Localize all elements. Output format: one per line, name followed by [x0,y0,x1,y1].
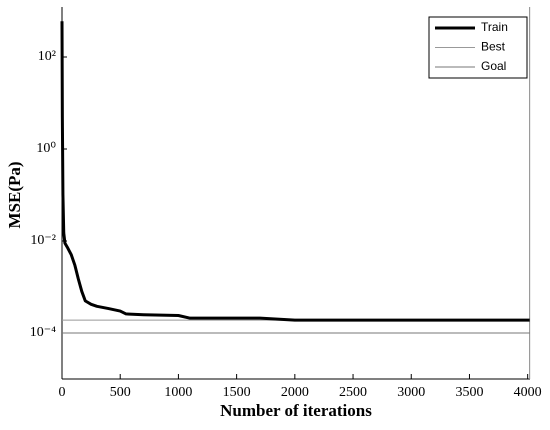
x-tick-label: 4000 [514,385,542,400]
x-tick-label: 2500 [339,385,367,400]
x-tick-label: 3000 [397,385,425,400]
x-tick-label: 1500 [223,385,251,400]
legend-label: Train [481,20,508,34]
x-tick-label: 2000 [281,385,309,400]
legend: Train Best Goal [428,16,528,79]
y-tick-label: 10⁻⁴ [30,325,56,340]
legend-label: Best [481,40,506,54]
x-tick-label: 0 [59,385,66,400]
y-tick-label: 10⁻² [30,233,56,248]
legend-label: Goal [481,59,506,73]
y-axis-title: MSE(Pa) [5,161,24,228]
y-tick-label: 10⁰ [36,141,56,156]
x-tick-label: 500 [110,385,131,400]
x-axis-title: Number of iterations [220,401,372,420]
series-line [60,21,530,322]
x-tick-label: 1000 [164,385,192,400]
y-tick-label: 10² [38,49,56,64]
x-tick-label: 3500 [455,385,483,400]
